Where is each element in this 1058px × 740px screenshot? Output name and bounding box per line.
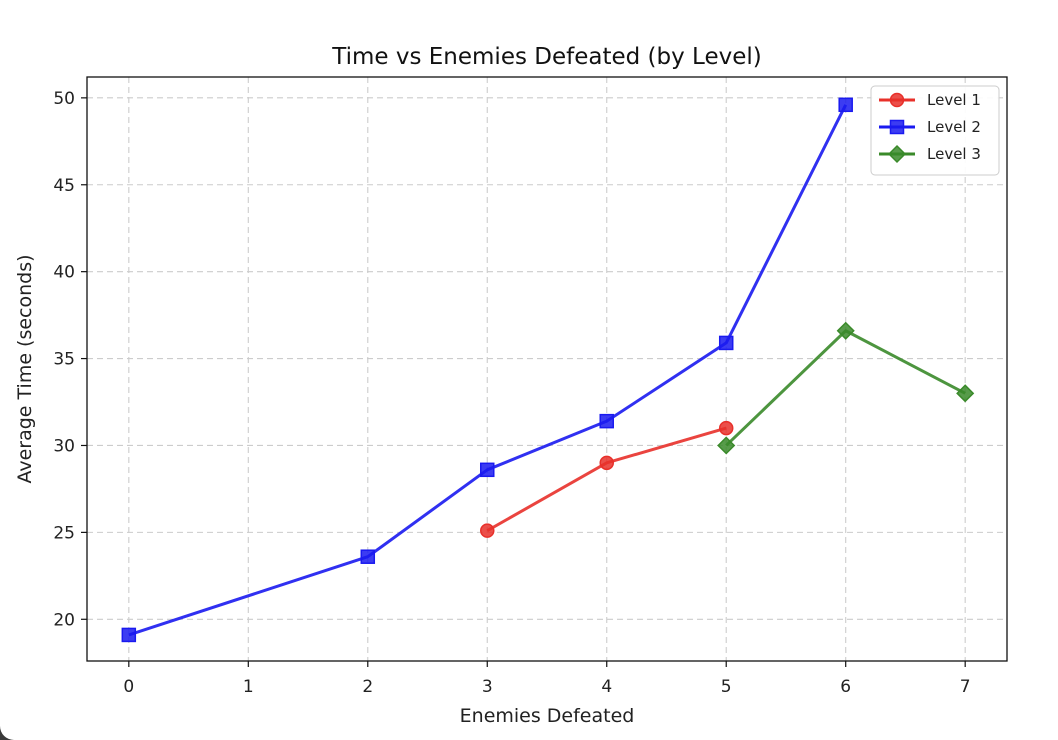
legend-label: Level 2	[927, 118, 981, 136]
data-point-diamond	[717, 436, 736, 455]
grid-layer	[87, 77, 1007, 661]
x-tick-label: 1	[243, 677, 254, 697]
legend-label: Level 1	[927, 91, 981, 109]
y-tick-label: 20	[53, 610, 75, 630]
data-point-square	[480, 462, 495, 478]
data-point-square	[718, 335, 734, 351]
y-tick-label: 45	[53, 176, 75, 196]
y-tick-label: 40	[53, 263, 75, 283]
data-point-circle	[718, 420, 734, 436]
legend-marker-square	[889, 119, 905, 135]
series-level-1	[480, 420, 734, 538]
x-tick-label: 4	[601, 677, 612, 697]
data-point-circle	[599, 455, 614, 471]
plot-area	[86, 76, 1008, 662]
data-point-square	[360, 549, 376, 564]
x-tick-label: 3	[482, 677, 493, 697]
chart-title: Time vs Enemies Defeated (by Level)	[331, 44, 761, 70]
series-layer	[121, 97, 975, 643]
series-level-3	[717, 321, 975, 455]
series-level-2	[121, 97, 853, 643]
x-axis-label: Enemies Defeated	[460, 705, 635, 727]
legend-marker-diamond	[887, 144, 907, 164]
y-tick-label: 25	[53, 523, 75, 543]
y-tick-label: 50	[53, 89, 75, 109]
series-line	[128, 104, 848, 637]
data-point-circle	[480, 523, 495, 538]
legend-marker-circle	[889, 92, 905, 108]
y-axis-label: Average Time (seconds)	[14, 254, 36, 483]
data-point-square	[838, 97, 853, 113]
y-tick-label: 30	[53, 436, 75, 456]
x-tick-label: 2	[362, 677, 373, 697]
legend-label: Level 3	[927, 145, 981, 163]
legend: Level 1 Level 2 Level 3	[870, 85, 1000, 176]
data-point-square	[599, 413, 614, 429]
x-tick-label: 6	[840, 677, 851, 697]
x-tick-label: 7	[960, 677, 971, 697]
x-tick-label: 5	[721, 677, 732, 697]
data-point-diamond	[836, 321, 855, 340]
data-point-square	[121, 627, 137, 643]
data-point-diamond	[956, 384, 975, 403]
x-tick-label: 0	[123, 677, 134, 697]
y-tick-label: 35	[53, 350, 75, 370]
